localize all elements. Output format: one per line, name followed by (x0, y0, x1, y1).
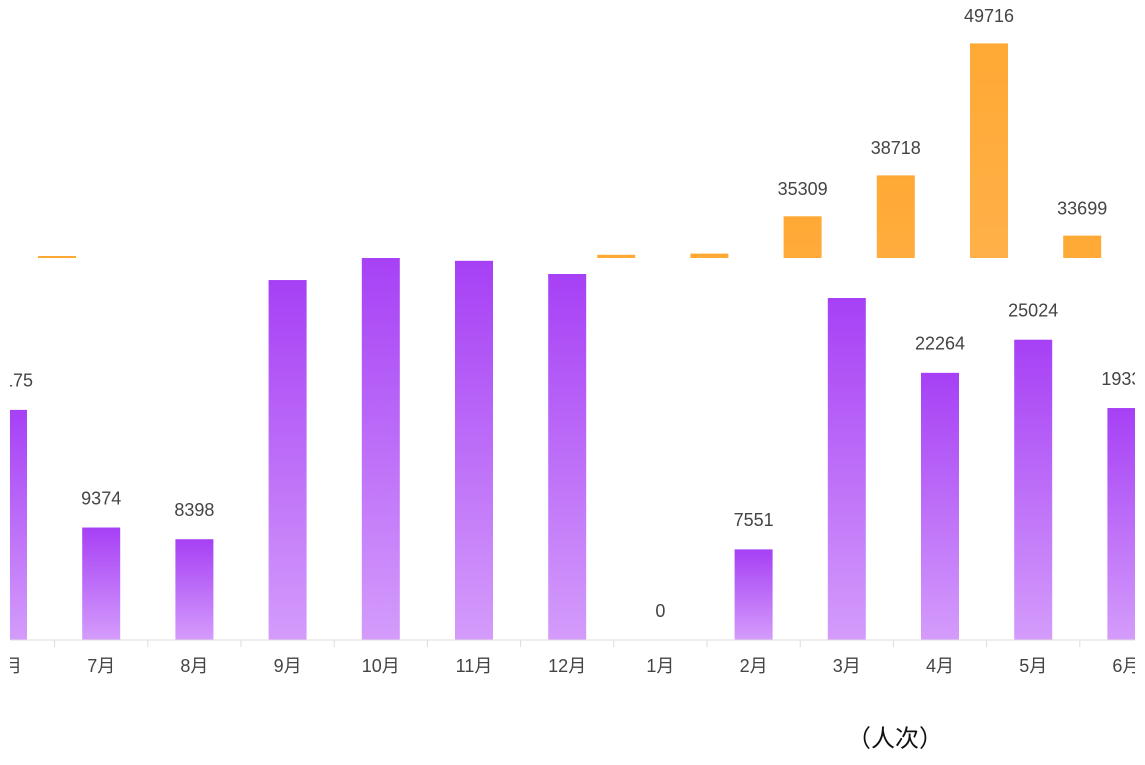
bar (548, 274, 587, 640)
value-label: 7551 (734, 510, 774, 530)
bar (876, 175, 915, 258)
x-tick-label: 7月 (87, 656, 115, 676)
current-layer: 19175 6月 9374 7月 8398 8月 29995 9月 10月 11月 12月 0 1月 75… (0, 241, 1145, 676)
bar (268, 280, 307, 640)
value-label: 35309 (778, 179, 828, 199)
x-tick-label: 9月 (274, 656, 302, 676)
value-label: 22264 (915, 334, 965, 354)
x-tick-label: 6月 (1112, 656, 1140, 676)
x-tick-label: 2月 (740, 656, 768, 676)
bar (175, 539, 214, 640)
bar (38, 256, 76, 258)
x-tick-label: 3月 (833, 656, 861, 676)
previous-layer: 35309 38718 49716 33699 (38, 6, 1107, 258)
x-tick-label: 6月 (0, 656, 22, 676)
unit-label: （人次） (847, 725, 943, 753)
value-label: 19330 (1101, 369, 1145, 389)
x-tick-label: 1月 (646, 656, 674, 676)
bar (1107, 408, 1135, 640)
bar (10, 409, 27, 640)
bar (1014, 339, 1053, 640)
bar (827, 298, 866, 640)
bar (361, 258, 400, 640)
bar (597, 254, 636, 258)
x-tick-label: 4月 (926, 656, 954, 676)
x-tick-label: 10月 (362, 656, 400, 676)
x-tick-label: 5月 (1019, 656, 1047, 676)
value-label: 38718 (871, 138, 921, 158)
value-label: 25024 (1008, 300, 1058, 320)
value-label: 9374 (81, 488, 121, 508)
value-label: 49716 (964, 6, 1014, 26)
bar (734, 549, 773, 640)
bar (970, 43, 1008, 258)
bar (455, 260, 493, 640)
x-tick-label: 12月 (548, 656, 586, 676)
value-label: 29995 (263, 241, 313, 261)
value-label: 33699 (1057, 198, 1107, 218)
value-label: 8398 (174, 500, 214, 520)
bar (82, 527, 121, 640)
bar (690, 253, 729, 258)
value-label: 0 (655, 601, 665, 621)
bar (1063, 235, 1102, 258)
bar (921, 372, 959, 640)
x-tick-label: 8月 (180, 656, 208, 676)
value-label: 19175 (0, 371, 33, 391)
x-tick-label: 11月 (456, 656, 493, 676)
bar (783, 216, 822, 258)
